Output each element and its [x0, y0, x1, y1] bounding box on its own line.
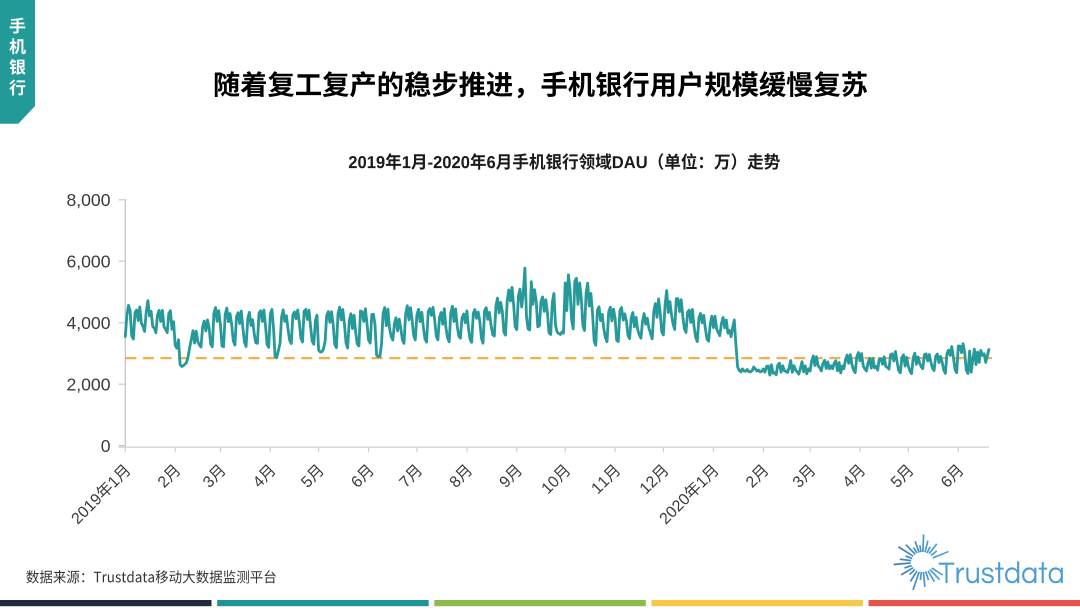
svg-text:2,000: 2,000 [66, 375, 110, 395]
svg-text:4,000: 4,000 [66, 313, 110, 333]
svg-text:6,000: 6,000 [66, 252, 110, 272]
svg-text:0: 0 [101, 436, 111, 456]
svg-text:8,000: 8,000 [66, 190, 110, 210]
